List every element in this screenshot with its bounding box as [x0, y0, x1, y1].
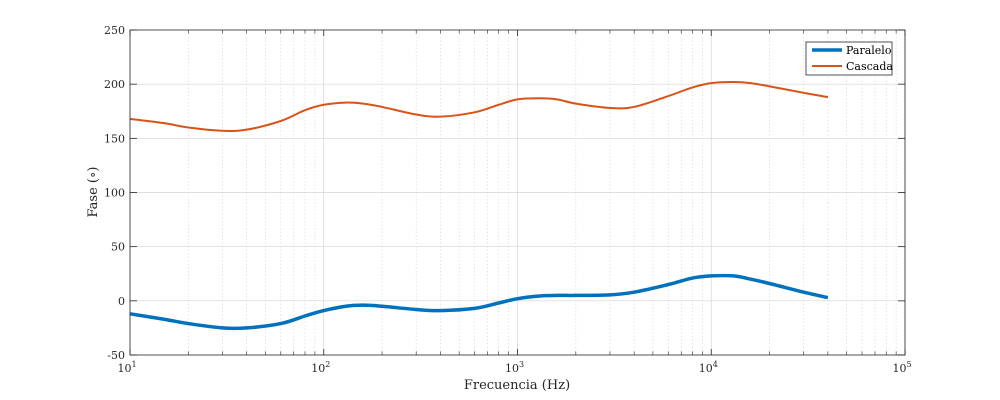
y-tick-label: 200: [104, 78, 125, 91]
legend-box: [805, 41, 893, 76]
series-lines: [129, 81, 829, 331]
legend-label-cascada: Cascada: [846, 60, 893, 73]
axis-ticks: [129, 29, 906, 356]
legend: Paralelo Cascada: [805, 41, 893, 76]
y-tick-label: 150: [104, 132, 125, 145]
x-tick-label: 103: [505, 360, 524, 375]
x-tick-labels: 101 102 103 104 105: [117, 360, 911, 375]
legend-label-paralelo: Paralelo: [846, 44, 892, 57]
y-axis-label: Fase (∘): [86, 167, 101, 218]
grid: [129, 30, 906, 355]
x-axis-label: Frecuencia (Hz): [464, 378, 570, 393]
x-tick-label: 104: [699, 360, 718, 375]
y-tick-label: -50: [107, 349, 125, 362]
x-tick-label: 105: [892, 360, 911, 375]
y-tick-label: 100: [104, 187, 125, 200]
series-line-cascada: [129, 81, 829, 132]
y-tick-label: 0: [118, 295, 125, 308]
x-tick-label: 102: [311, 360, 330, 375]
y-tick-label: 250: [104, 24, 125, 37]
x-tick-label: 101: [117, 360, 136, 375]
series-line-paralelo: [129, 273, 829, 331]
y-tick-label: 50: [111, 241, 125, 254]
y-tick-labels: -50 0 50 100 150 200 250: [104, 24, 125, 362]
